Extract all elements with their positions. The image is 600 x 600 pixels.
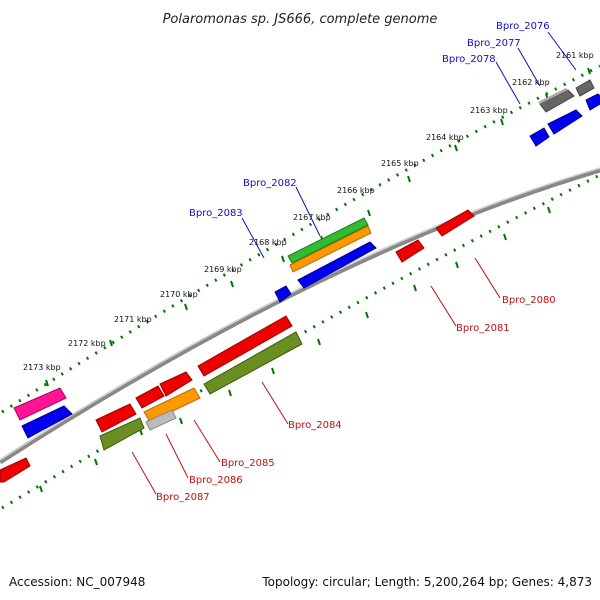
gene-label-bpro-2085[interactable]: Bpro_2085 [221, 458, 275, 469]
inner-major-ticks [39, 206, 551, 493]
gene-label-bpro-2083[interactable]: Bpro_2083 [189, 208, 243, 219]
tick-label-2167: 2167 kbp [293, 213, 331, 222]
tick-label-2173: 2173 kbp [23, 363, 61, 372]
gene-arrow-red-2080[interactable] [435, 209, 475, 237]
gene-arrow-gray-1-top [538, 88, 568, 104]
tick-label-2162: 2162 kbp [512, 78, 550, 87]
genome-backbone-highlight [0, 167, 600, 461]
reverse-strand-features [0, 209, 475, 483]
gene-arrow-red-2085a[interactable] [159, 371, 193, 397]
gene-bar-gray-2086[interactable] [145, 409, 177, 431]
gene-label-bpro-2082[interactable]: Bpro_2082 [243, 178, 297, 189]
gene-label-bpro-2077[interactable]: Bpro_2077 [467, 38, 521, 49]
gene-arrow-gray-2[interactable] [575, 79, 595, 97]
tick-label-2163: 2163 kbp [470, 106, 508, 115]
gene-bar-magenta[interactable] [13, 387, 67, 421]
gene-label-bpro-2087[interactable]: Bpro_2087 [156, 492, 210, 503]
tick-label-2172: 2172 kbp [68, 339, 106, 348]
gene-arrow-blue-left[interactable] [21, 405, 73, 439]
gene-label-bpro-2080[interactable]: Bpro_2080 [502, 295, 556, 306]
gene-arrow-red-2087[interactable] [95, 403, 137, 433]
tick-label-2171: 2171 kbp [114, 315, 152, 324]
outer-major-ticks [45, 67, 591, 387]
map-title: Polaromonas sp. JS666, complete genome [163, 12, 438, 27]
gene-bar-red-2084[interactable] [197, 315, 293, 377]
gene-arrow-blue-2077[interactable] [547, 109, 583, 135]
accession-text: Accession: NC_007948 [9, 575, 146, 589]
gene-label-bpro-2084[interactable]: Bpro_2084 [288, 420, 342, 431]
tick-label-2164: 2164 kbp [426, 133, 464, 142]
genome-summary-text: Topology: circular; Length: 5,200,264 bp… [262, 575, 592, 589]
gene-bar-blue-2082[interactable] [297, 241, 377, 289]
gene-bar-orange-2086[interactable] [143, 387, 201, 423]
gene-label-bpro-2081[interactable]: Bpro_2081 [456, 323, 510, 334]
gene-label-bpro-2086[interactable]: Bpro_2086 [189, 475, 243, 486]
forward-strand-features [13, 79, 600, 439]
gene-bar-orange[interactable] [289, 225, 372, 273]
gene-arrow-gray-1[interactable] [539, 89, 575, 113]
gene-arrow-red-2081[interactable] [395, 239, 425, 263]
outer-scale-line [1, 64, 600, 414]
gene-arrow-blue-2078[interactable] [529, 127, 550, 147]
gene-labels: Bpro_2076 Bpro_2077 Bpro_2078 Bpro_2082 … [156, 21, 556, 503]
gene-arrow-red-2085b[interactable] [135, 385, 165, 409]
tick-label-2170: 2170 kbp [160, 290, 198, 299]
kbp-labels: 2161 kbp 2162 kbp 2163 kbp 2164 kbp 2165… [23, 51, 594, 372]
tick-label-2165: 2165 kbp [381, 159, 419, 168]
gene-label-bpro-2078[interactable]: Bpro_2078 [442, 54, 496, 65]
gene-bar-olive-2084[interactable] [203, 331, 303, 395]
tick-label-2169: 2169 kbp [204, 265, 242, 274]
tick-label-2161: 2161 kbp [556, 51, 594, 60]
tick-label-2166: 2166 kbp [337, 186, 375, 195]
gene-arrow-blue-2076[interactable] [585, 93, 600, 111]
label-leader-lines [131, 31, 577, 495]
gene-bar-olive-2087[interactable] [99, 417, 145, 451]
gene-label-bpro-2076[interactable]: Bpro_2076 [496, 21, 550, 32]
tick-label-2168: 2168 kbp [249, 238, 287, 247]
gene-bar-green[interactable] [287, 217, 369, 264]
gene-arrow-blue-2083[interactable] [274, 285, 292, 303]
gene-arrow-red-left[interactable] [0, 457, 31, 483]
genome-backbone [0, 167, 600, 465]
